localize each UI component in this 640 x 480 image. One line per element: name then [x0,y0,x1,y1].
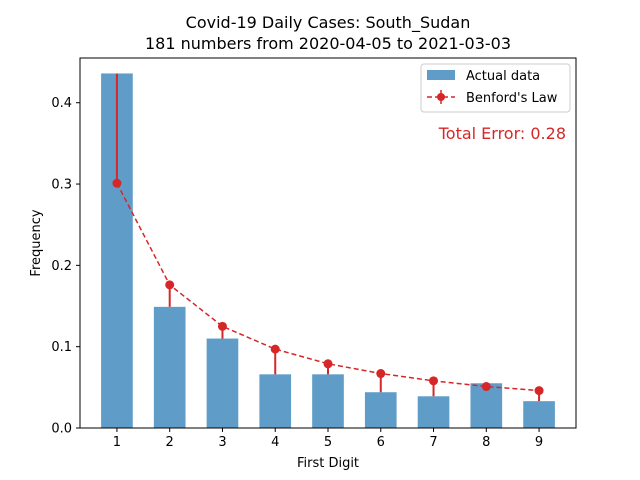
bar-digit-5 [312,374,344,428]
bar-digit-9 [523,401,555,428]
y-tick-label: 0.4 [51,96,72,111]
benford-point-digit-5 [323,359,333,369]
benford-point-digit-2 [165,280,175,290]
benford-point-digit-6 [376,369,386,379]
y-tick-label: 0.0 [51,422,72,437]
benford-point-digit-8 [481,382,491,392]
chart-title-line2: 181 numbers from 2020-04-05 to 2021-03-0… [145,34,511,53]
benford-point-digit-9 [534,386,544,396]
bar-digit-2 [153,306,186,428]
legend-label-actual: Actual data [466,69,540,84]
bar-digit-3 [206,338,239,428]
x-tick-label: 1 [113,435,121,450]
x-tick-label: 8 [482,435,490,450]
y-tick-label: 0.2 [51,259,72,274]
benford-point-digit-3 [217,321,227,331]
legend: Actual data Benford's Law [420,63,571,113]
y-tick-label: 0.3 [51,178,72,193]
bar-digit-7 [417,396,450,428]
x-tick-label: 7 [429,435,437,450]
x-tick-label: 4 [271,435,279,450]
x-tick-label: 2 [166,435,174,450]
y-ticks-group: 0.0 0.1 0.2 0.3 0.4 [51,96,80,437]
x-tick-label: 6 [377,435,385,450]
legend-bar-swatch [427,70,455,80]
benford-point-digit-1 [112,178,122,188]
y-axis-label: Frequency [29,209,44,276]
benford-line-group [112,178,544,396]
x-tick-label: 3 [218,435,226,450]
total-error-annotation: Total Error: 0.28 [438,124,566,143]
chart-title-line1: Covid-19 Daily Cases: South_Sudan [186,13,471,33]
legend-marker-swatch [437,93,445,101]
bar-digit-4 [259,374,292,428]
x-axis-label: First Digit [297,456,359,471]
benford-line [116,182,540,392]
x-ticks-group: 1 2 3 4 5 6 7 8 9 [113,428,543,450]
bar-digit-6 [364,392,397,428]
legend-label-benford: Benford's Law [466,91,558,106]
y-tick-label: 0.1 [51,340,72,355]
x-tick-label: 9 [535,435,543,450]
benford-point-digit-7 [429,376,439,386]
x-tick-label: 5 [324,435,332,450]
benford-point-digit-4 [270,344,280,354]
legend-box [420,63,571,113]
